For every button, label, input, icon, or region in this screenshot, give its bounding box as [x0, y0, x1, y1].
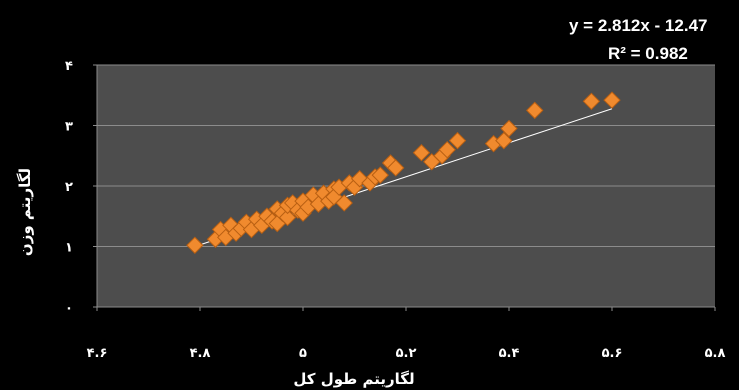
data-point: [495, 131, 513, 150]
trendline-equation: y = 2.812x - 12.47: [569, 16, 707, 35]
y-tick-label: ۲: [65, 180, 73, 195]
x-tick-label: ۵.۸: [705, 346, 726, 361]
data-point: [386, 159, 405, 177]
data-point: [582, 92, 601, 111]
y-tick-label: ۴: [65, 59, 73, 74]
data-point: [526, 101, 544, 120]
data-point: [603, 91, 621, 109]
gridlines: [93, 64, 716, 311]
data-point: [438, 140, 456, 159]
trendline-r2: R² = 0.982: [608, 44, 688, 63]
x-tick-label: ۵.۲: [396, 346, 417, 361]
data-point: [278, 208, 297, 227]
data-point: [186, 236, 204, 254]
x-tick-label: ۵: [299, 346, 307, 361]
data-point: [500, 119, 518, 138]
tick-labels: ۰ ۱ ۲ ۳ ۴ ۴.۶ ۴.۸ ۵ ۵.۲ ۵.۴ ۵.۶ ۵.۸: [65, 59, 725, 361]
x-tick-label: ۴.۶: [87, 346, 108, 361]
x-tick-label: ۵.۴: [499, 346, 520, 361]
y-axis-title: لگاریتم وزن: [16, 168, 34, 256]
data-point: [412, 144, 431, 162]
x-tick-label: ۴.۸: [190, 346, 211, 361]
y-tick-label: ۳: [65, 120, 73, 135]
data-point: [448, 131, 467, 150]
y-tick-label: ۰: [65, 301, 73, 316]
y-tick-label: ۱: [65, 241, 73, 256]
data-point: [335, 194, 353, 212]
data-points: [186, 91, 621, 254]
x-axis-title: لگاریتم طول کل: [293, 370, 414, 388]
x-tick-label: ۵.۶: [602, 346, 623, 361]
data-point: [371, 166, 389, 184]
